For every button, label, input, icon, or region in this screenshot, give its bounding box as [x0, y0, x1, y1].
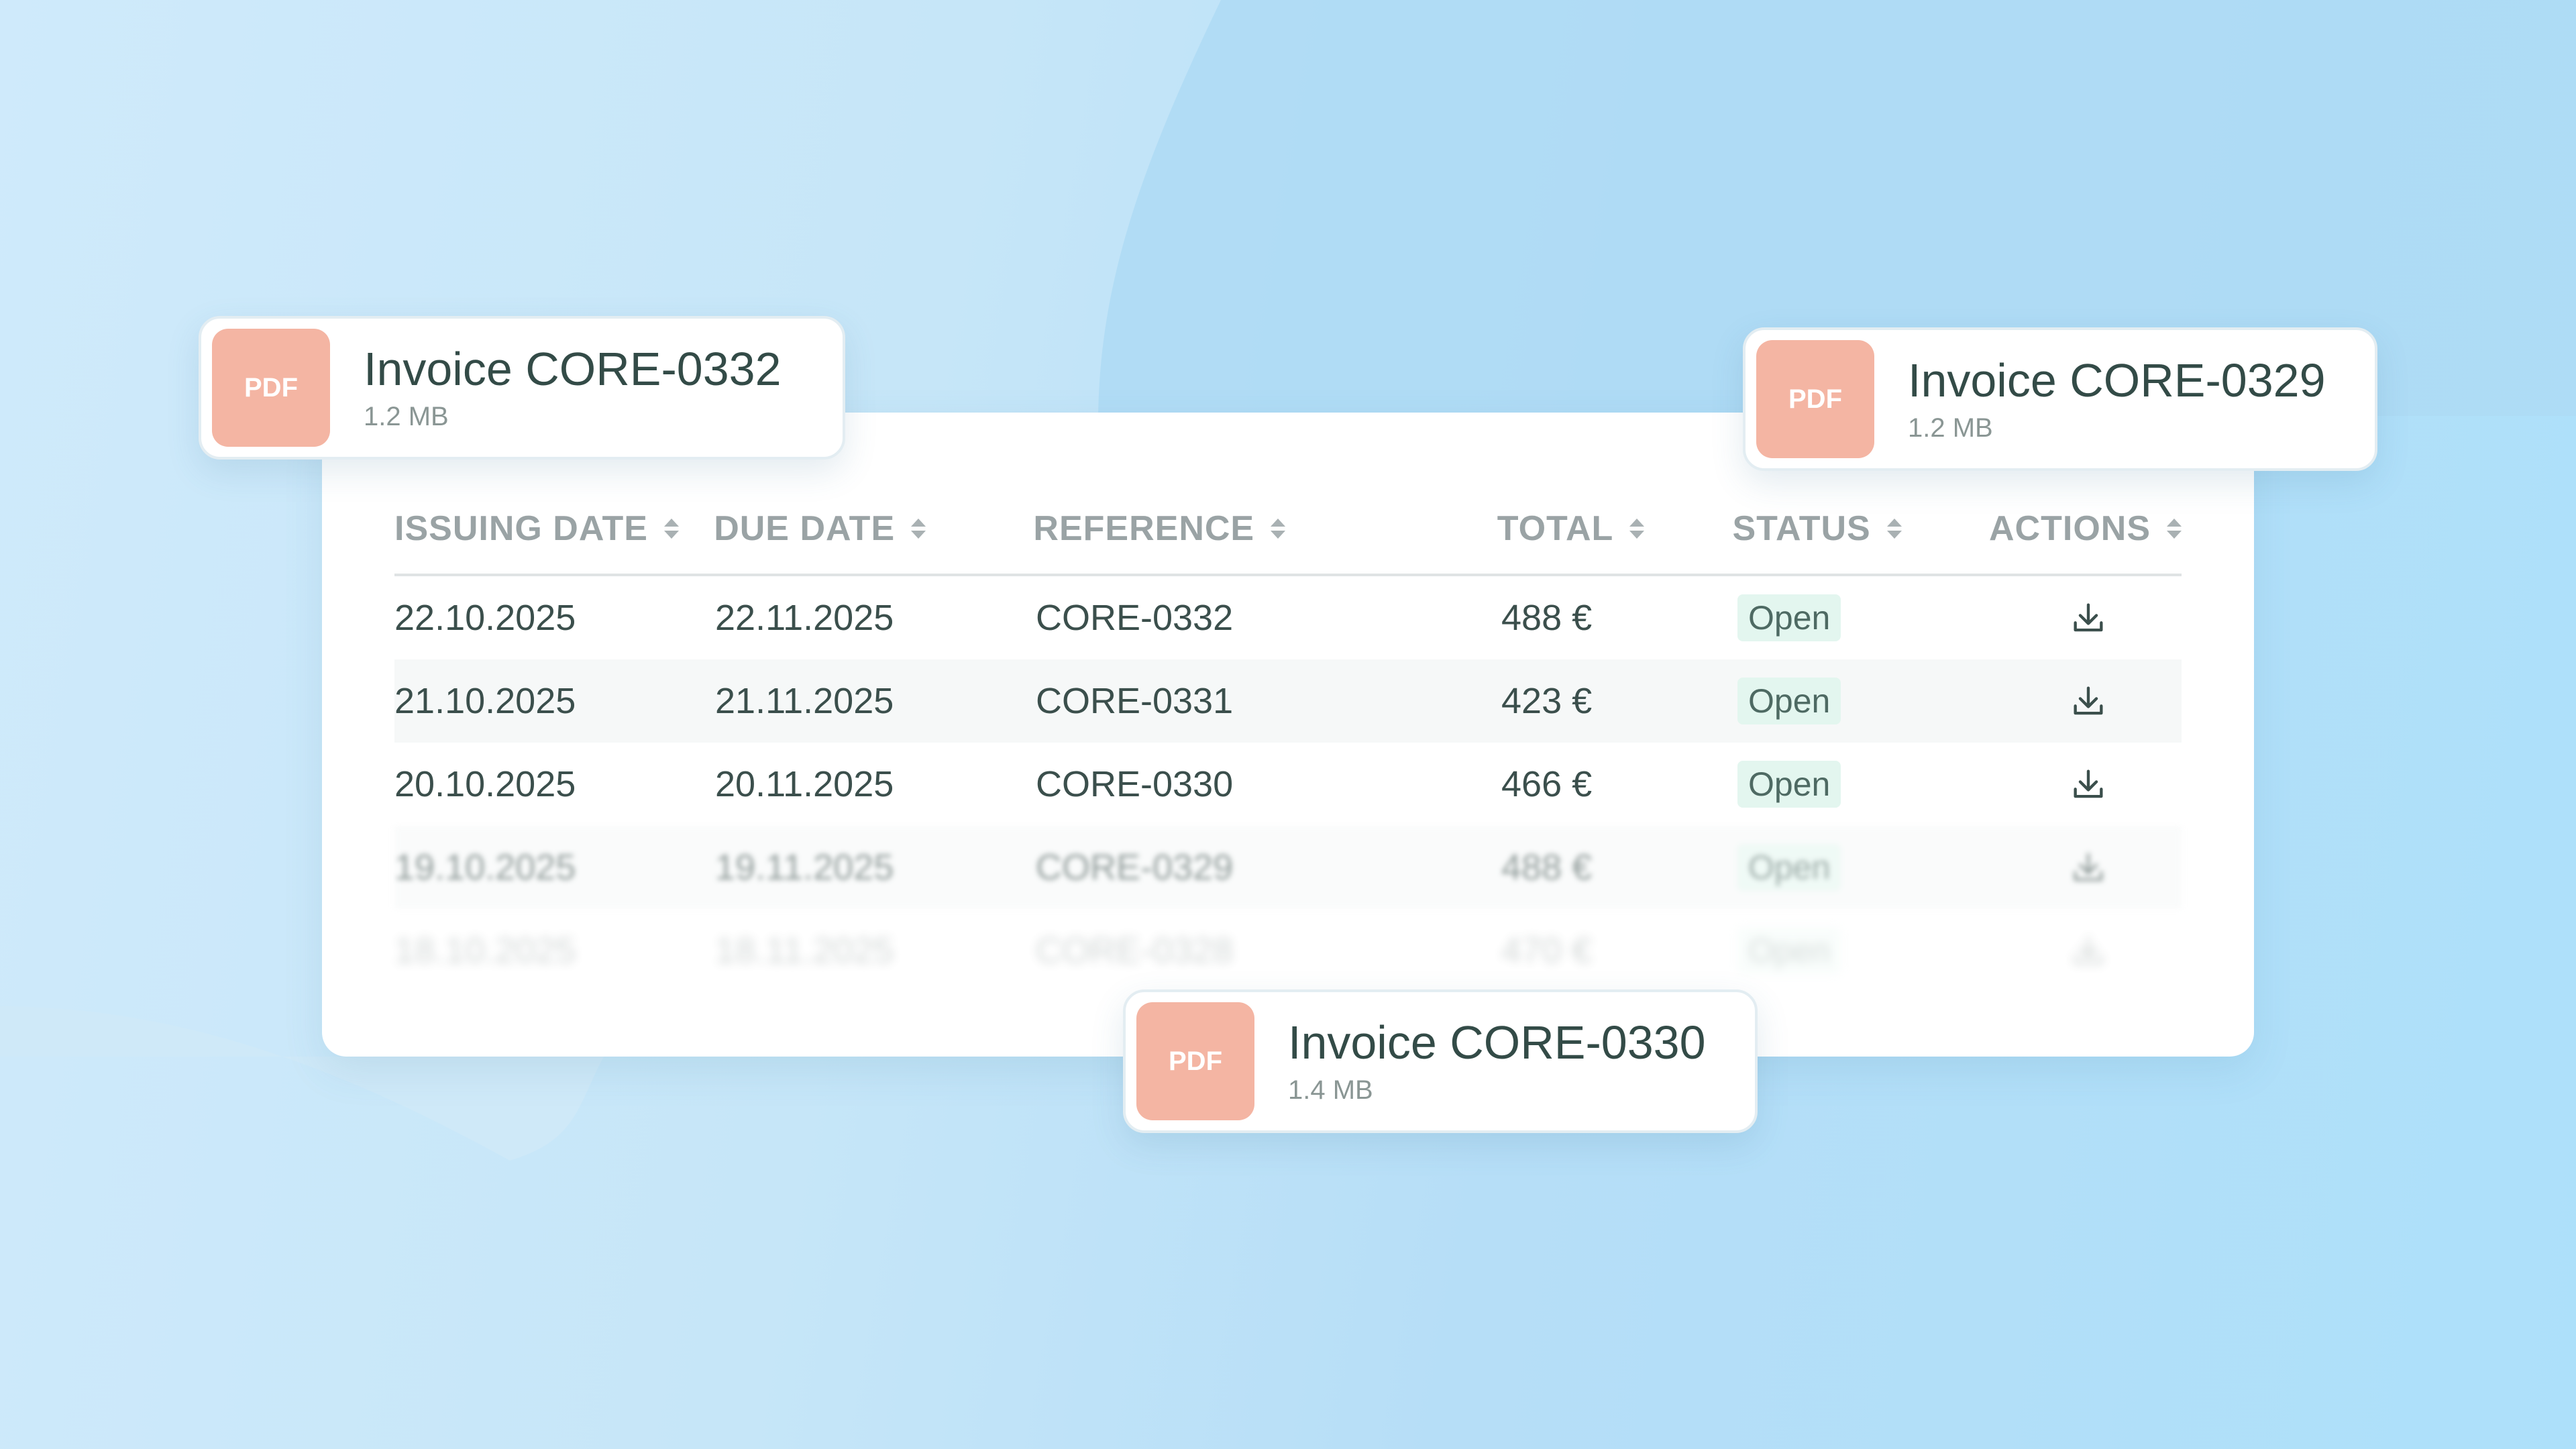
download-icon[interactable] — [2069, 682, 2108, 720]
column-header-label: REFERENCE — [1033, 508, 1255, 548]
column-header-due-date[interactable]: DUE DATE — [714, 508, 1033, 549]
file-title: Invoice CORE-0329 — [1908, 354, 2326, 407]
total-cell: 488 € — [1501, 847, 1593, 888]
file-title: Invoice CORE-0332 — [364, 343, 782, 395]
status-cell: Open — [1737, 844, 1995, 891]
table-row: 22.10.2025 22.11.2025 CORE-0332 488 € Op… — [394, 576, 2182, 659]
column-header-label: DUE DATE — [714, 508, 896, 548]
download-button[interactable] — [1995, 765, 2182, 804]
total-cell: 466 € — [1501, 764, 1593, 804]
status-cell: Open — [1737, 761, 1995, 808]
table-header: ISSUING DATE DUE DATE REFERENCE TOTAL ST… — [394, 483, 2182, 576]
download-icon[interactable] — [2069, 848, 2108, 887]
sort-icon[interactable] — [2167, 518, 2182, 539]
file-size: 1.2 MB — [1908, 413, 1993, 443]
download-button[interactable] — [1995, 598, 2182, 637]
sort-icon[interactable] — [663, 518, 679, 539]
table-row: 19.10.2025 19.11.2025 CORE-0329 488 € Op… — [394, 826, 2182, 909]
column-header-label: ACTIONS — [1989, 508, 2151, 548]
status-badge: Open — [1737, 594, 1841, 641]
column-header-issuing-date[interactable]: ISSUING DATE — [394, 508, 714, 549]
column-header-label: ISSUING DATE — [394, 508, 648, 548]
due-date-cell: 18.11.2025 — [715, 930, 894, 971]
table-row: 18.10.2025 18.11.2025 CORE-0328 470 € Op… — [394, 909, 2182, 992]
sort-icon[interactable] — [1271, 518, 1286, 539]
table-row: 20.10.2025 20.11.2025 CORE-0330 466 € Op… — [394, 743, 2182, 826]
table-row: 21.10.2025 21.11.2025 CORE-0331 423 € Op… — [394, 659, 2182, 743]
download-button[interactable] — [1995, 848, 2182, 887]
download-icon[interactable] — [2069, 931, 2108, 970]
column-header-reference[interactable]: REFERENCE — [1033, 508, 1497, 549]
file-title: Invoice CORE-0330 — [1288, 1016, 1706, 1069]
issuing-date-cell: 20.10.2025 — [394, 764, 576, 804]
file-card-invoice-core-0332[interactable]: PDF Invoice CORE-0332 1.2 MB — [199, 316, 845, 460]
reference-cell: CORE-0331 — [1036, 681, 1234, 721]
file-size: 1.4 MB — [1288, 1075, 1373, 1105]
file-info: Invoice CORE-0330 1.4 MB — [1288, 1017, 1706, 1106]
sort-icon[interactable] — [911, 518, 926, 539]
status-badge: Open — [1737, 678, 1841, 724]
status-cell: Open — [1737, 678, 1995, 724]
download-button[interactable] — [1995, 682, 2182, 720]
file-info: Invoice CORE-0329 1.2 MB — [1908, 355, 2326, 443]
status-cell: Open — [1737, 594, 1995, 641]
download-icon[interactable] — [2069, 598, 2108, 637]
pdf-file-icon: PDF — [1756, 340, 1874, 458]
invoice-table-card: ISSUING DATE DUE DATE REFERENCE TOTAL ST… — [322, 413, 2254, 1057]
reference-cell: CORE-0332 — [1036, 598, 1234, 638]
pdf-file-icon: PDF — [1136, 1002, 1254, 1120]
download-button[interactable] — [1995, 931, 2182, 970]
download-icon[interactable] — [2069, 765, 2108, 804]
due-date-cell: 21.11.2025 — [715, 681, 894, 721]
status-badge: Open — [1737, 927, 1841, 974]
file-card-invoice-core-0330[interactable]: PDF Invoice CORE-0330 1.4 MB — [1123, 989, 1758, 1133]
column-header-label: STATUS — [1732, 508, 1871, 548]
reference-cell: CORE-0329 — [1036, 847, 1234, 888]
status-badge: Open — [1737, 844, 1841, 891]
column-header-label: TOTAL — [1497, 508, 1614, 548]
issuing-date-cell: 21.10.2025 — [394, 681, 576, 721]
sort-icon[interactable] — [1886, 518, 1902, 539]
file-info: Invoice CORE-0332 1.2 MB — [364, 343, 782, 432]
sort-icon[interactable] — [1629, 518, 1645, 539]
issuing-date-cell: 22.10.2025 — [394, 598, 576, 638]
issuing-date-cell: 19.10.2025 — [394, 847, 576, 888]
issuing-date-cell: 18.10.2025 — [394, 930, 576, 971]
reference-cell: CORE-0330 — [1036, 764, 1234, 804]
total-cell: 423 € — [1501, 681, 1593, 721]
pdf-file-icon: PDF — [212, 329, 330, 447]
reference-cell: CORE-0328 — [1036, 930, 1234, 971]
invoice-table: ISSUING DATE DUE DATE REFERENCE TOTAL ST… — [394, 483, 2182, 992]
due-date-cell: 19.11.2025 — [715, 847, 894, 888]
file-size: 1.2 MB — [364, 402, 449, 431]
column-header-actions[interactable]: ACTIONS — [1989, 508, 2182, 549]
total-cell: 488 € — [1501, 598, 1593, 638]
status-badge: Open — [1737, 761, 1841, 808]
total-cell: 470 € — [1501, 930, 1593, 971]
status-cell: Open — [1737, 927, 1995, 974]
column-header-status[interactable]: STATUS — [1732, 508, 1989, 549]
due-date-cell: 22.11.2025 — [715, 598, 894, 638]
due-date-cell: 20.11.2025 — [715, 764, 894, 804]
column-header-total[interactable]: TOTAL — [1497, 508, 1733, 549]
file-card-invoice-core-0329[interactable]: PDF Invoice CORE-0329 1.2 MB — [1743, 327, 2377, 471]
